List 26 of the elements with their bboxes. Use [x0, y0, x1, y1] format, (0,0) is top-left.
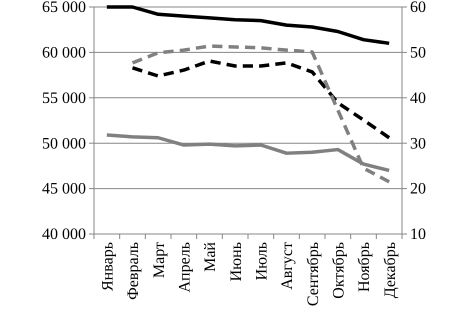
y2-tick-label: 30 — [410, 135, 426, 152]
y2-tick-label: 60 — [410, 0, 426, 16]
x-tick-label: Февраль — [125, 242, 142, 300]
y-tick-label: 55 000 — [42, 90, 86, 107]
y2-tick-label: 50 — [410, 44, 426, 62]
y-tick-label: 40 000 — [42, 226, 86, 244]
x-tick-label: Март — [150, 242, 168, 278]
y2-tick-label: 40 — [410, 90, 426, 107]
x-tick-label: Май — [202, 242, 220, 272]
y-tick-label: 60 000 — [42, 44, 86, 62]
y-tick-label: 65 000 — [42, 0, 86, 16]
x-tick-label: Июнь — [228, 242, 245, 282]
x-tick-label: Декабрь — [382, 242, 399, 298]
y2-tick-label: 20 — [410, 180, 426, 198]
line-series — [105, 5, 391, 46]
y-tick-label: 50 000 — [42, 135, 86, 152]
line-series — [130, 59, 391, 140]
y2-tick-label: 10 — [410, 226, 426, 244]
x-tick-label: Январь — [99, 242, 116, 291]
y-tick-label: 45 000 — [42, 180, 86, 198]
x-tick-label: Сентябрь — [304, 242, 322, 306]
x-tick-label: Апрель — [176, 242, 194, 292]
x-tick-label: Июль — [253, 242, 270, 280]
x-tick-label: Октябрь — [330, 242, 348, 299]
x-tick-label: Ноябрь — [356, 242, 374, 292]
x-tick-label: Август — [279, 242, 296, 290]
